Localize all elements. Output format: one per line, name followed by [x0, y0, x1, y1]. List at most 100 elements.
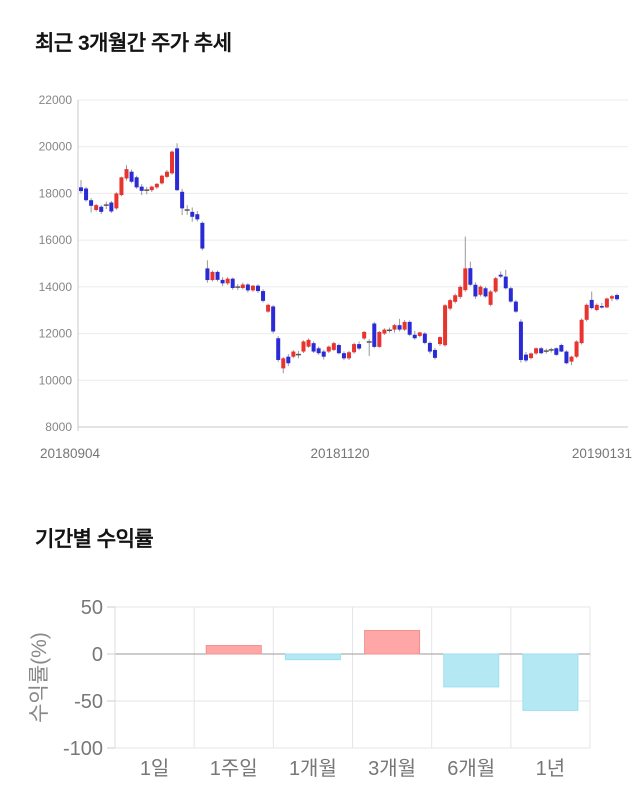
return-bar — [522, 653, 579, 711]
y-tick-label: 16000 — [39, 233, 73, 247]
candle — [422, 332, 427, 345]
y-tick-label: 10000 — [39, 373, 73, 387]
candle — [331, 341, 336, 352]
y-tick-label: 0 — [92, 644, 103, 666]
candle — [336, 343, 341, 355]
candle-body — [438, 337, 443, 345]
candle — [427, 341, 432, 354]
candle-body — [336, 345, 341, 354]
candle — [589, 291, 594, 310]
candle-body — [175, 148, 180, 191]
candle-body — [230, 278, 235, 289]
candle — [144, 186, 150, 195]
candle — [386, 327, 392, 333]
candle — [366, 339, 372, 356]
candle-body — [443, 305, 448, 346]
candle-body — [564, 351, 569, 364]
candle-doji-body — [366, 341, 372, 343]
candle — [443, 304, 448, 347]
candle — [574, 340, 579, 359]
candle — [129, 169, 134, 184]
candle-body — [220, 279, 225, 284]
candle-body — [250, 285, 255, 291]
candle-body — [569, 356, 574, 362]
candle-body — [84, 188, 89, 201]
candle — [377, 331, 382, 348]
candle — [266, 303, 271, 313]
candle-doji-body — [543, 350, 549, 352]
candle-body — [266, 304, 271, 312]
candle — [190, 207, 195, 222]
candle-body — [554, 348, 559, 355]
candle — [362, 331, 367, 340]
candle — [94, 203, 99, 212]
candle-doji-body — [235, 286, 241, 288]
candle-body — [180, 191, 185, 209]
candle-body — [432, 349, 437, 358]
candle-body — [245, 284, 250, 291]
candle — [402, 320, 407, 332]
candle — [261, 289, 266, 303]
candlestick-chart: 22000 20000 18000 16000 14000 12000 10000 8000 2… — [39, 93, 632, 461]
candle-body — [134, 177, 139, 188]
candle-body — [311, 343, 316, 352]
candle — [180, 188, 185, 216]
candle — [89, 198, 94, 213]
candle-body — [523, 354, 528, 361]
candle-body — [124, 169, 129, 179]
candle-body — [417, 332, 422, 336]
candle — [175, 143, 180, 192]
candle-body — [448, 300, 453, 309]
candle — [291, 350, 296, 359]
candle-body — [534, 348, 539, 354]
candle-body — [518, 321, 523, 360]
candle-body — [347, 352, 351, 359]
candle — [438, 336, 443, 346]
candle — [159, 174, 164, 185]
candle-body — [468, 268, 473, 285]
candle — [534, 347, 539, 355]
candle-body — [99, 206, 104, 212]
candle-doji-body — [295, 353, 301, 356]
candle — [306, 338, 311, 348]
candle — [453, 293, 458, 304]
candle — [164, 170, 169, 179]
candle — [79, 180, 83, 194]
candle — [205, 260, 210, 283]
candle-body — [114, 193, 119, 209]
candle-doji-body — [144, 189, 150, 191]
candle-body — [483, 288, 488, 297]
return-bar — [284, 653, 341, 661]
candle — [604, 297, 609, 309]
candle-body — [321, 351, 326, 357]
candle — [357, 341, 362, 351]
candle-body — [382, 329, 387, 334]
candle — [352, 342, 357, 354]
return-bar — [205, 645, 262, 655]
y-tick-label: 14000 — [39, 280, 73, 294]
candle — [124, 165, 129, 181]
candle-body — [422, 333, 427, 343]
candle-body — [574, 341, 579, 357]
candle-body — [79, 187, 83, 192]
x-tick-label: 20190131 — [572, 446, 632, 461]
candle — [468, 261, 473, 286]
candle — [463, 236, 468, 292]
candle-body — [200, 222, 205, 249]
candle-body — [170, 151, 175, 174]
candle-body — [488, 291, 493, 305]
candle-body — [255, 285, 260, 292]
price-chart-title: 최근 3개월간 주가 추세 — [35, 32, 232, 55]
candle — [341, 351, 346, 361]
candle-body — [286, 356, 291, 364]
candle — [311, 341, 316, 353]
candle — [372, 321, 377, 349]
y-tick-label: 50 — [81, 597, 103, 619]
candle-body — [306, 339, 311, 347]
candle — [99, 205, 104, 214]
candle-body — [529, 353, 534, 359]
candle-body — [357, 344, 362, 349]
candle-body — [392, 325, 397, 330]
candle-body — [458, 286, 463, 297]
candle-body — [584, 304, 589, 320]
